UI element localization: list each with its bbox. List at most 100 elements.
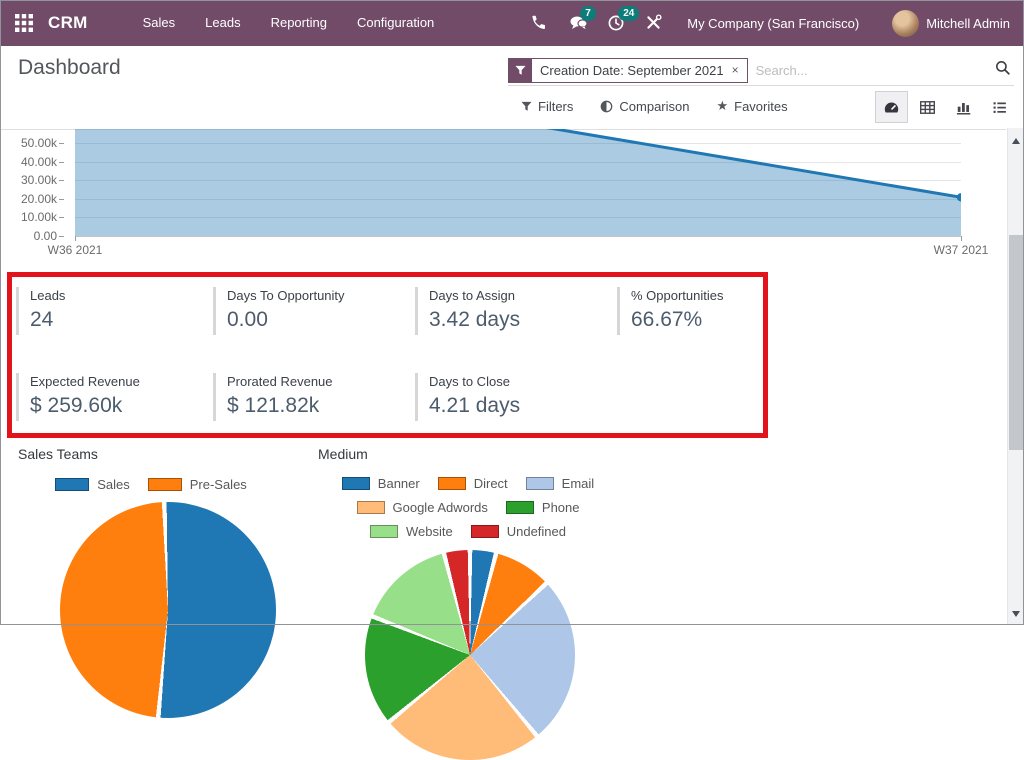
pivot-table-icon xyxy=(920,100,935,114)
scroll-up-arrow[interactable] xyxy=(1012,138,1020,144)
search-options-row: Filters Comparison ★ Favorites xyxy=(521,98,788,114)
chart-gridline xyxy=(75,180,961,181)
y-tick-label: 50.00k xyxy=(0,136,64,150)
facet-label: Creation Date: September 2021 xyxy=(540,62,724,78)
legend-label: Direct xyxy=(473,476,508,491)
view-pivot-button[interactable] xyxy=(911,91,944,123)
page-title: Dashboard xyxy=(18,56,121,79)
legend-swatch xyxy=(369,525,398,538)
view-switcher xyxy=(875,91,1016,123)
kpi-days-to-assign[interactable]: Days to Assign 3.42 days xyxy=(415,287,617,335)
kpi-label: % Opportunities xyxy=(631,288,724,303)
chart-gridline xyxy=(75,217,961,218)
activities-clock-icon[interactable]: 24 xyxy=(607,5,640,33)
menu-reporting[interactable]: Reporting xyxy=(270,15,327,30)
scrollbar-thumb[interactable] xyxy=(1009,235,1023,450)
search-bar: Creation Date: September 2021 × xyxy=(508,55,1014,86)
chart-gridline xyxy=(75,162,961,163)
kpi-value: $ 121.82k xyxy=(227,394,320,417)
y-tick-label: 30.00k xyxy=(0,173,64,187)
facet-value: Creation Date: September 2021 × xyxy=(532,58,747,82)
sales-teams-pie-chart[interactable] xyxy=(60,502,276,718)
messages-icon[interactable]: 7 xyxy=(569,5,596,33)
kpi-grid: Leads 24 Days To Opportunity 0.00 Days t… xyxy=(16,287,757,421)
comparison-button[interactable]: Comparison xyxy=(600,99,689,114)
y-tick-label: 0.00 xyxy=(0,229,64,243)
user-menu[interactable]: Mitchell Admin xyxy=(892,9,1010,37)
kpi-label: Leads xyxy=(30,288,66,303)
legend-swatch xyxy=(470,525,499,538)
x-tick-label: W37 2021 xyxy=(933,243,989,257)
phone-icon[interactable] xyxy=(531,14,550,33)
search-icon[interactable] xyxy=(995,60,1011,81)
filters-funnel-icon xyxy=(521,101,532,111)
legend-item[interactable]: Google Adwords xyxy=(356,500,488,515)
x-tick-mark xyxy=(75,236,76,241)
comparison-adjust-icon xyxy=(601,100,613,112)
company-switcher[interactable]: My Company (San Francisco) xyxy=(687,15,860,31)
favorites-star-icon: ★ xyxy=(716,98,729,113)
kpi-prorated-revenue[interactable]: Prorated Revenue $ 121.82k xyxy=(213,373,415,421)
facet-remove-icon[interactable]: × xyxy=(731,63,739,77)
medium-legend: Banner Direct Email Google Adwords Phone… xyxy=(318,476,618,539)
legend-label: Pre-Sales xyxy=(189,477,247,492)
kpi-pct-opportunities[interactable]: % Opportunities 66.67% xyxy=(617,287,757,335)
sales-teams-legend: Sales Pre-Sales xyxy=(16,477,286,492)
kpi-expected-revenue[interactable]: Expected Revenue $ 259.60k xyxy=(16,373,213,421)
legend-item[interactable]: Phone xyxy=(505,500,580,515)
y-tick-label: 20.00k xyxy=(0,192,64,206)
legend-swatch xyxy=(437,477,466,490)
chart-gridline xyxy=(75,199,961,200)
legend-item[interactable]: Sales xyxy=(55,477,130,492)
kpi-label: Days to Close xyxy=(429,374,510,389)
medium-title: Medium xyxy=(318,446,368,462)
view-graph-button[interactable] xyxy=(947,91,980,123)
x-tick-label: W36 2021 xyxy=(47,243,103,257)
kpi-leads[interactable]: Leads 24 xyxy=(16,287,213,335)
filters-button[interactable]: Filters xyxy=(521,99,573,114)
view-list-button[interactable] xyxy=(983,91,1016,123)
search-input[interactable] xyxy=(747,62,995,78)
legend-item[interactable]: Email xyxy=(525,476,595,491)
filters-label: Filters xyxy=(538,98,574,114)
nav-right-zone: 7 24 My Company (San Francisco) Mitchell… xyxy=(531,5,1010,37)
legend-label: Phone xyxy=(541,500,580,515)
vertical-scrollbar[interactable] xyxy=(1007,128,1024,625)
chart-gridline xyxy=(0,129,1006,130)
kpi-label: Days To Opportunity xyxy=(227,288,345,303)
chart-x-axis-line xyxy=(75,236,961,237)
view-dashboard-button[interactable] xyxy=(875,91,908,123)
scroll-down-arrow[interactable] xyxy=(1012,611,1020,617)
legend-label: Undefined xyxy=(506,524,566,539)
menu-configuration[interactable]: Configuration xyxy=(356,15,435,30)
legend-swatch xyxy=(525,477,554,490)
app-name[interactable]: CRM xyxy=(48,13,88,32)
legend-label: Banner xyxy=(377,476,420,491)
favorites-button[interactable]: ★ Favorites xyxy=(716,98,787,114)
legend-item[interactable]: Direct xyxy=(437,476,508,491)
legend-swatch xyxy=(505,501,534,514)
dashboard-gauge-icon xyxy=(884,102,899,112)
tools-icon[interactable] xyxy=(645,13,664,33)
medium-pie-chart[interactable] xyxy=(365,550,575,760)
legend-label: Email xyxy=(561,476,595,491)
menu-leads[interactable]: Leads xyxy=(205,15,241,30)
kpi-days-to-opportunity[interactable]: Days To Opportunity 0.00 xyxy=(213,287,415,335)
main-menu: Sales Leads Reporting Configuration xyxy=(128,0,450,46)
facet-filter-icon xyxy=(509,58,532,82)
legend-item[interactable]: Undefined xyxy=(470,524,566,539)
legend-swatch xyxy=(55,478,90,491)
legend-swatch xyxy=(341,477,370,490)
legend-item[interactable]: Banner xyxy=(341,476,420,491)
user-name: Mitchell Admin xyxy=(926,15,1010,31)
sales-teams-title: Sales Teams xyxy=(18,446,98,462)
favorites-label: Favorites xyxy=(734,98,788,114)
legend-swatch xyxy=(356,501,385,514)
prorated-revenue-area-chart[interactable] xyxy=(75,129,961,236)
apps-grid-icon[interactable] xyxy=(14,13,34,33)
legend-item[interactable]: Website xyxy=(369,524,453,539)
legend-item[interactable]: Pre-Sales xyxy=(147,477,247,492)
kpi-days-to-close[interactable]: Days to Close 4.21 days xyxy=(415,373,617,421)
menu-sales[interactable]: Sales xyxy=(142,15,176,30)
bar-chart-icon xyxy=(956,102,971,115)
